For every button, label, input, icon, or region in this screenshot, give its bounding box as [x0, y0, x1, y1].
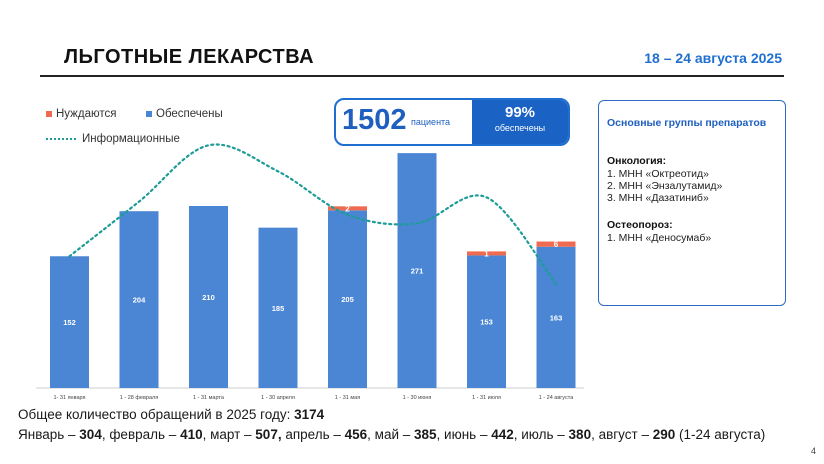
- needing-label: 6: [554, 240, 559, 249]
- group-osteoporosis: Остеопороз:: [607, 219, 673, 231]
- bars-group: [50, 153, 576, 388]
- page-number: 4: [810, 446, 816, 456]
- months-suffix: (1-24 августа): [675, 427, 766, 442]
- date-range: 18 – 24 августа 2025: [644, 50, 782, 66]
- bar-value-label: 185: [272, 304, 285, 313]
- month-name: , февраль –: [101, 427, 181, 442]
- legend-provided-label: Обеспечены: [156, 108, 223, 120]
- bar-value-label: 204: [133, 296, 146, 305]
- patients-label: пациента: [411, 117, 451, 127]
- bar-value-label: 205: [341, 295, 354, 304]
- bar-value-label: 210: [202, 293, 215, 302]
- page-title: ЛЬГОТНЫЕ ЛЕКАРСТВА: [64, 46, 315, 68]
- month-name: , июль –: [513, 427, 569, 442]
- bar-provided: [536, 246, 576, 388]
- needing-label: 2: [345, 204, 350, 213]
- month-value: 410: [180, 427, 203, 442]
- drug-item: 3. МНН «Дазатиниб»: [607, 192, 709, 204]
- bar-needing: [467, 251, 506, 256]
- month-value: 442: [491, 427, 514, 442]
- total-requests-value: 3174: [294, 407, 325, 422]
- x-tick-label: 1 - 24 августа: [539, 395, 574, 401]
- month-value: 380: [568, 427, 592, 442]
- drug-groups-panel: Основные группы препаратов Онкология: 1.…: [598, 100, 786, 306]
- provided-swatch: [146, 111, 152, 117]
- bar-provided: [467, 255, 506, 388]
- x-tick-label: 1- 31 января: [54, 395, 86, 401]
- month-name: апрель –: [281, 427, 345, 442]
- total-requests-label: Общее количество обращений в 2025 году:: [18, 407, 295, 422]
- monthly-breakdown: Январь – 304, февраль – 410, март – 507,…: [18, 426, 798, 444]
- month-name: , август –: [591, 427, 653, 442]
- x-tick-label: 1 - 31 марта: [193, 395, 225, 401]
- bar-provided: [328, 210, 367, 388]
- needing-swatch: [46, 111, 52, 117]
- bar-provided: [258, 227, 298, 388]
- month-value: 507,: [255, 427, 282, 442]
- bar-value-label: 153: [480, 318, 493, 327]
- total-requests: Общее количество обращений в 2025 году: …: [18, 407, 324, 422]
- informational-swatch: [46, 138, 76, 140]
- x-tick-label: 1 - 30 апреля: [261, 395, 295, 401]
- x-tick-label: 1 - 31 июля: [472, 395, 501, 401]
- month-name: , июнь –: [436, 427, 492, 442]
- month-value: 456: [344, 427, 368, 442]
- month-value: 304: [79, 427, 102, 442]
- kpi-box: 1502 пациента 99% обеспечены: [334, 98, 570, 146]
- informational-line: [68, 143, 558, 286]
- percent-label: обеспечены: [494, 123, 546, 133]
- bar-provided: [119, 211, 159, 388]
- bar-provided: [397, 153, 437, 388]
- percent-badge: 99% обеспечены: [472, 100, 568, 144]
- legend-informational: Информационные: [46, 133, 180, 145]
- group-oncology: Онкология:: [607, 155, 667, 167]
- month-name: Январь –: [18, 427, 80, 442]
- bar-provided: [189, 206, 228, 388]
- percent-value: 99%: [504, 104, 536, 121]
- patients-count: 1502: [342, 104, 407, 136]
- labels-group: 152 1- 31 января 204 1 - 28 февраля 210 1 - 3…: [54, 204, 575, 401]
- title-divider: [40, 75, 784, 77]
- needing-label: 1: [484, 249, 489, 258]
- month-name: , май –: [367, 427, 415, 442]
- x-tick-label: 1 - 31 мая: [335, 395, 360, 401]
- legend-provided: Обеспечены: [146, 108, 223, 120]
- bar-value-label: 163: [550, 313, 563, 322]
- bar-value-label: 152: [63, 318, 76, 327]
- panel-heading: Основные группы препаратов: [607, 117, 767, 129]
- legend-informational-label: Информационные: [82, 133, 180, 145]
- legend-needing-label: Нуждаются: [56, 108, 117, 120]
- legend-needing: Нуждаются: [46, 108, 116, 120]
- bar-provided: [50, 256, 89, 388]
- drug-item: 1. МНН «Октреотид»: [607, 168, 709, 180]
- drug-item: 1. МНН «Деносумаб»: [607, 232, 712, 244]
- bar-value-label: 271: [411, 267, 424, 276]
- drug-item: 2. МНН «Энзалутамид»: [607, 180, 723, 192]
- month-name: , март –: [202, 427, 256, 442]
- x-tick-label: 1 - 30 июня: [403, 395, 432, 401]
- bar-needing: [536, 241, 576, 247]
- month-value: 290: [652, 427, 676, 442]
- bar-needing: [328, 206, 367, 211]
- x-tick-label: 1 - 28 февраля: [120, 395, 158, 401]
- month-value: 385: [414, 427, 437, 442]
